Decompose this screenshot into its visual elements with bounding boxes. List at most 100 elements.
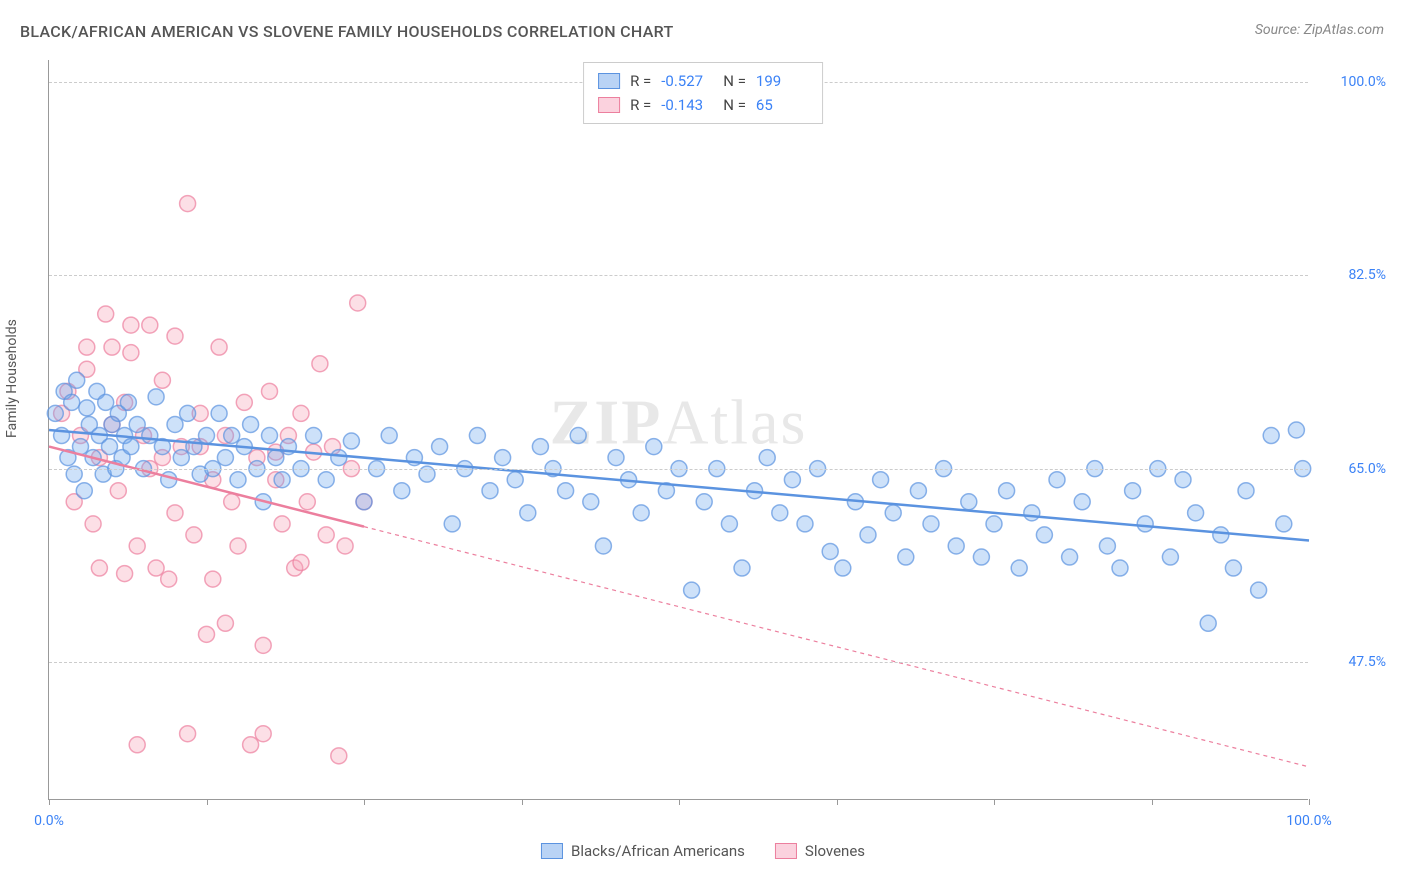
data-point [721, 516, 737, 532]
data-point [532, 439, 548, 455]
stat-r-value-1: -0.143 [661, 93, 713, 117]
data-point [1125, 483, 1141, 499]
data-point [98, 394, 114, 410]
data-point [331, 450, 347, 466]
data-point [104, 339, 120, 355]
data-point [173, 450, 189, 466]
legend-item-0: Blacks/African Americans [541, 842, 745, 860]
stat-n-label: N = [723, 93, 746, 117]
data-point [123, 317, 139, 333]
data-point [822, 543, 838, 559]
legend-label-1: Slovenes [805, 842, 865, 860]
gridline-h [49, 662, 1308, 663]
data-point [262, 383, 278, 399]
data-point [633, 505, 649, 521]
data-point [923, 516, 939, 532]
stats-row-0: R = -0.527 N = 199 [598, 69, 808, 93]
data-point [507, 472, 523, 488]
data-point [1112, 560, 1128, 576]
data-point [129, 538, 145, 554]
data-point [1200, 615, 1216, 631]
data-point [293, 555, 309, 571]
data-point [1238, 483, 1254, 499]
data-point [211, 405, 227, 421]
data-point [337, 538, 353, 554]
data-point [217, 450, 233, 466]
data-point [1024, 505, 1040, 521]
legend-item-1: Slovenes [775, 842, 865, 860]
data-point [495, 450, 511, 466]
data-point [318, 472, 334, 488]
data-point [999, 483, 1015, 499]
data-point [318, 527, 334, 543]
data-point [583, 494, 599, 510]
data-point [482, 483, 498, 499]
gridline-h [49, 469, 1308, 470]
data-point [1175, 472, 1191, 488]
stat-r-label: R = [630, 69, 651, 93]
data-point [696, 494, 712, 510]
data-point [381, 428, 397, 444]
data-point [142, 428, 158, 444]
data-point [186, 527, 202, 543]
data-point [262, 428, 278, 444]
data-point [469, 428, 485, 444]
data-point [167, 505, 183, 521]
xtick-mark [1309, 799, 1310, 805]
data-point [255, 637, 271, 653]
data-point [306, 428, 322, 444]
data-point [224, 428, 240, 444]
data-point [161, 571, 177, 587]
xtick-mark [364, 799, 365, 805]
data-point [205, 571, 221, 587]
data-point [873, 472, 889, 488]
ytick-label: 82.5% [1348, 267, 1386, 283]
data-point [148, 560, 164, 576]
source-label: Source: ZipAtlas.com [1255, 22, 1384, 38]
data-point [394, 483, 410, 499]
data-point [684, 582, 700, 598]
data-point [199, 626, 215, 642]
data-point [217, 615, 233, 631]
data-point [608, 450, 624, 466]
data-point [520, 505, 536, 521]
xtick-mark [49, 799, 50, 805]
stat-n-label: N = [723, 69, 746, 93]
data-point [331, 748, 347, 764]
data-point [1162, 549, 1178, 565]
data-point [98, 306, 114, 322]
data-point [167, 416, 183, 432]
chart-svg [49, 60, 1308, 799]
data-point [898, 549, 914, 565]
xtick-mark [679, 799, 680, 805]
data-point [79, 339, 95, 355]
xtick-label: 0.0% [34, 813, 64, 829]
ytick-label: 100.0% [1341, 74, 1386, 90]
xtick-mark [994, 799, 995, 805]
data-point [1062, 549, 1078, 565]
data-point [110, 483, 126, 499]
data-point [1213, 527, 1229, 543]
data-point [350, 295, 366, 311]
data-point [1263, 428, 1279, 444]
data-point [243, 416, 259, 432]
data-point [236, 394, 252, 410]
data-point [1225, 560, 1241, 576]
data-point [1188, 505, 1204, 521]
data-point [885, 505, 901, 521]
data-point [1011, 560, 1027, 576]
data-point [167, 328, 183, 344]
ytick-label: 47.5% [1348, 654, 1386, 670]
y-axis-label: Family Households [4, 319, 20, 438]
data-point [154, 372, 170, 388]
data-point [76, 483, 92, 499]
data-point [1251, 582, 1267, 598]
plot-area: ZIPAtlas 47.5%65.0%82.5%100.0%0.0%100.0% [48, 60, 1308, 800]
data-point [1137, 516, 1153, 532]
data-point [91, 560, 107, 576]
data-point [797, 516, 813, 532]
data-point [312, 356, 328, 372]
data-point [1276, 516, 1292, 532]
data-point [180, 196, 196, 212]
data-point [129, 737, 145, 753]
